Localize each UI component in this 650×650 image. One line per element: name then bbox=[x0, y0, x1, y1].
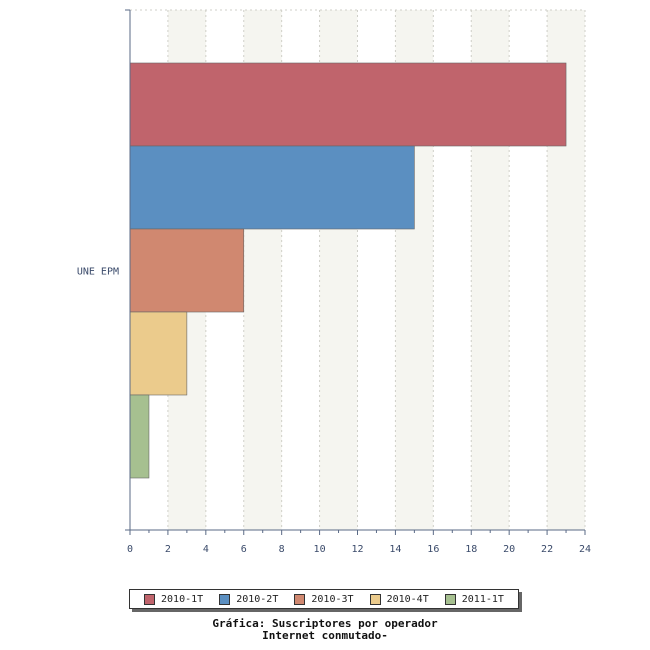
x-tick-label: 20 bbox=[503, 544, 515, 555]
bar-2010-1T bbox=[129, 62, 567, 147]
legend-swatch bbox=[219, 593, 231, 605]
x-tick-label: 2 bbox=[165, 544, 171, 555]
legend-label: 2010-4T bbox=[386, 593, 429, 605]
legend-swatch bbox=[144, 593, 156, 605]
legend-item-2010-2t: 2010-2T bbox=[219, 593, 279, 605]
chart-title: Gráfica: Suscriptores por operador bbox=[212, 617, 438, 630]
legend-label: 2010-1T bbox=[161, 593, 204, 605]
legend-swatch bbox=[294, 593, 306, 605]
bar-2010-2T bbox=[129, 145, 415, 230]
category-label: UNE EPM bbox=[77, 267, 119, 278]
x-tick-label: 0 bbox=[127, 544, 133, 555]
legend-label: 2010-2T bbox=[236, 593, 279, 605]
legend-item-2011-1t: 2011-1T bbox=[444, 593, 504, 605]
x-tick-label: 4 bbox=[203, 544, 209, 555]
chart-legend: 2010-1T 2010-2T 2010-3T 2010-4T 2011-1T bbox=[129, 589, 519, 609]
legend-swatch bbox=[369, 593, 381, 605]
x-tick-label: 12 bbox=[351, 544, 363, 555]
x-tick-label: 24 bbox=[579, 544, 591, 555]
x-tick-label: 16 bbox=[427, 544, 439, 555]
x-tick-label: 22 bbox=[541, 544, 553, 555]
bar-2010-3T bbox=[129, 228, 245, 313]
x-tick-label: 14 bbox=[389, 544, 401, 555]
legend-swatch bbox=[444, 593, 456, 605]
legend-label: 2010-3T bbox=[311, 593, 354, 605]
x-tick-label: 6 bbox=[241, 544, 247, 555]
x-tick-label: 8 bbox=[279, 544, 285, 555]
legend-item-2010-1t: 2010-1T bbox=[144, 593, 204, 605]
bar-2011-1T bbox=[129, 394, 150, 479]
legend-item-2010-3t: 2010-3T bbox=[294, 593, 354, 605]
legend-item-2010-4t: 2010-4T bbox=[369, 593, 429, 605]
x-tick-label: 18 bbox=[465, 544, 477, 555]
legend-label: 2011-1T bbox=[461, 593, 504, 605]
x-tick-label: 10 bbox=[314, 544, 326, 555]
chart-subtitle: Internet conmutado- bbox=[262, 629, 388, 642]
bar-2010-4T bbox=[129, 311, 188, 396]
